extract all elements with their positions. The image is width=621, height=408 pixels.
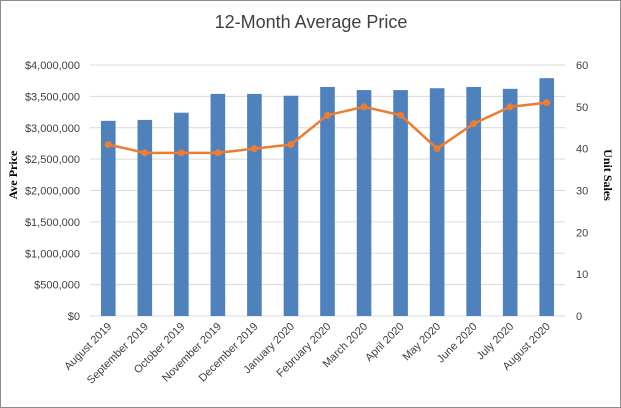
chart-title: 12-Month Average Price	[215, 12, 408, 32]
sales-point	[287, 140, 295, 148]
left-tick-label: $0	[68, 311, 80, 323]
price-bar	[137, 119, 153, 316]
left-tick-label: $3,000,000	[25, 123, 80, 135]
price-bar	[247, 93, 262, 317]
left-tick-label: $1,500,000	[25, 217, 80, 229]
sales-point	[104, 140, 112, 148]
sales-point	[324, 111, 331, 119]
price-bar	[100, 120, 116, 316]
sales-point	[141, 149, 149, 157]
sales-line	[104, 99, 551, 157]
price-bar	[393, 90, 408, 316]
price-bar	[320, 86, 335, 317]
price-bar	[356, 90, 372, 316]
right-tick-label: 0	[576, 311, 582, 323]
price-bar	[502, 88, 518, 316]
x-tick-label: June 2020	[435, 321, 480, 366]
left-axis-ticks: $0 $500,000 $1,000,000 $1,500,000 $2,000,000…	[25, 60, 80, 323]
sales-point	[470, 120, 478, 128]
price-bar	[210, 93, 226, 317]
sales-point	[177, 149, 185, 157]
right-tick-label: 20	[576, 227, 588, 239]
price-bar	[466, 86, 481, 317]
sales-point	[543, 99, 551, 107]
left-tick-label: $500,000	[34, 280, 80, 292]
sales-point	[506, 103, 514, 111]
sales-point	[214, 149, 222, 157]
x-tick-label: April 2020	[363, 321, 407, 365]
right-tick-label: 30	[576, 186, 588, 198]
sales-point	[397, 111, 405, 119]
left-tick-label: $1,000,000	[25, 248, 80, 260]
left-axis-title: Ave Price	[6, 150, 20, 199]
right-tick-label: 50	[576, 102, 588, 114]
left-tick-label: $4,000,000	[25, 60, 80, 72]
right-axis-title: Unit Sales	[601, 149, 615, 201]
right-tick-label: 40	[576, 144, 588, 156]
left-tick-label: $3,500,000	[25, 91, 80, 103]
sales-point	[250, 145, 258, 153]
price-bar	[429, 88, 445, 316]
right-tick-label: 10	[576, 269, 588, 281]
price-bar	[539, 78, 555, 317]
left-tick-label: $2,000,000	[25, 186, 80, 198]
price-bar	[174, 112, 189, 316]
sales-point	[433, 145, 441, 153]
left-tick-label: $2,500,000	[25, 154, 80, 166]
right-axis-ticks: 0 10 20 30 40 50 60	[576, 60, 588, 323]
right-tick-label: 60	[576, 60, 588, 72]
price-bar	[283, 95, 299, 316]
sales-point	[360, 103, 368, 111]
